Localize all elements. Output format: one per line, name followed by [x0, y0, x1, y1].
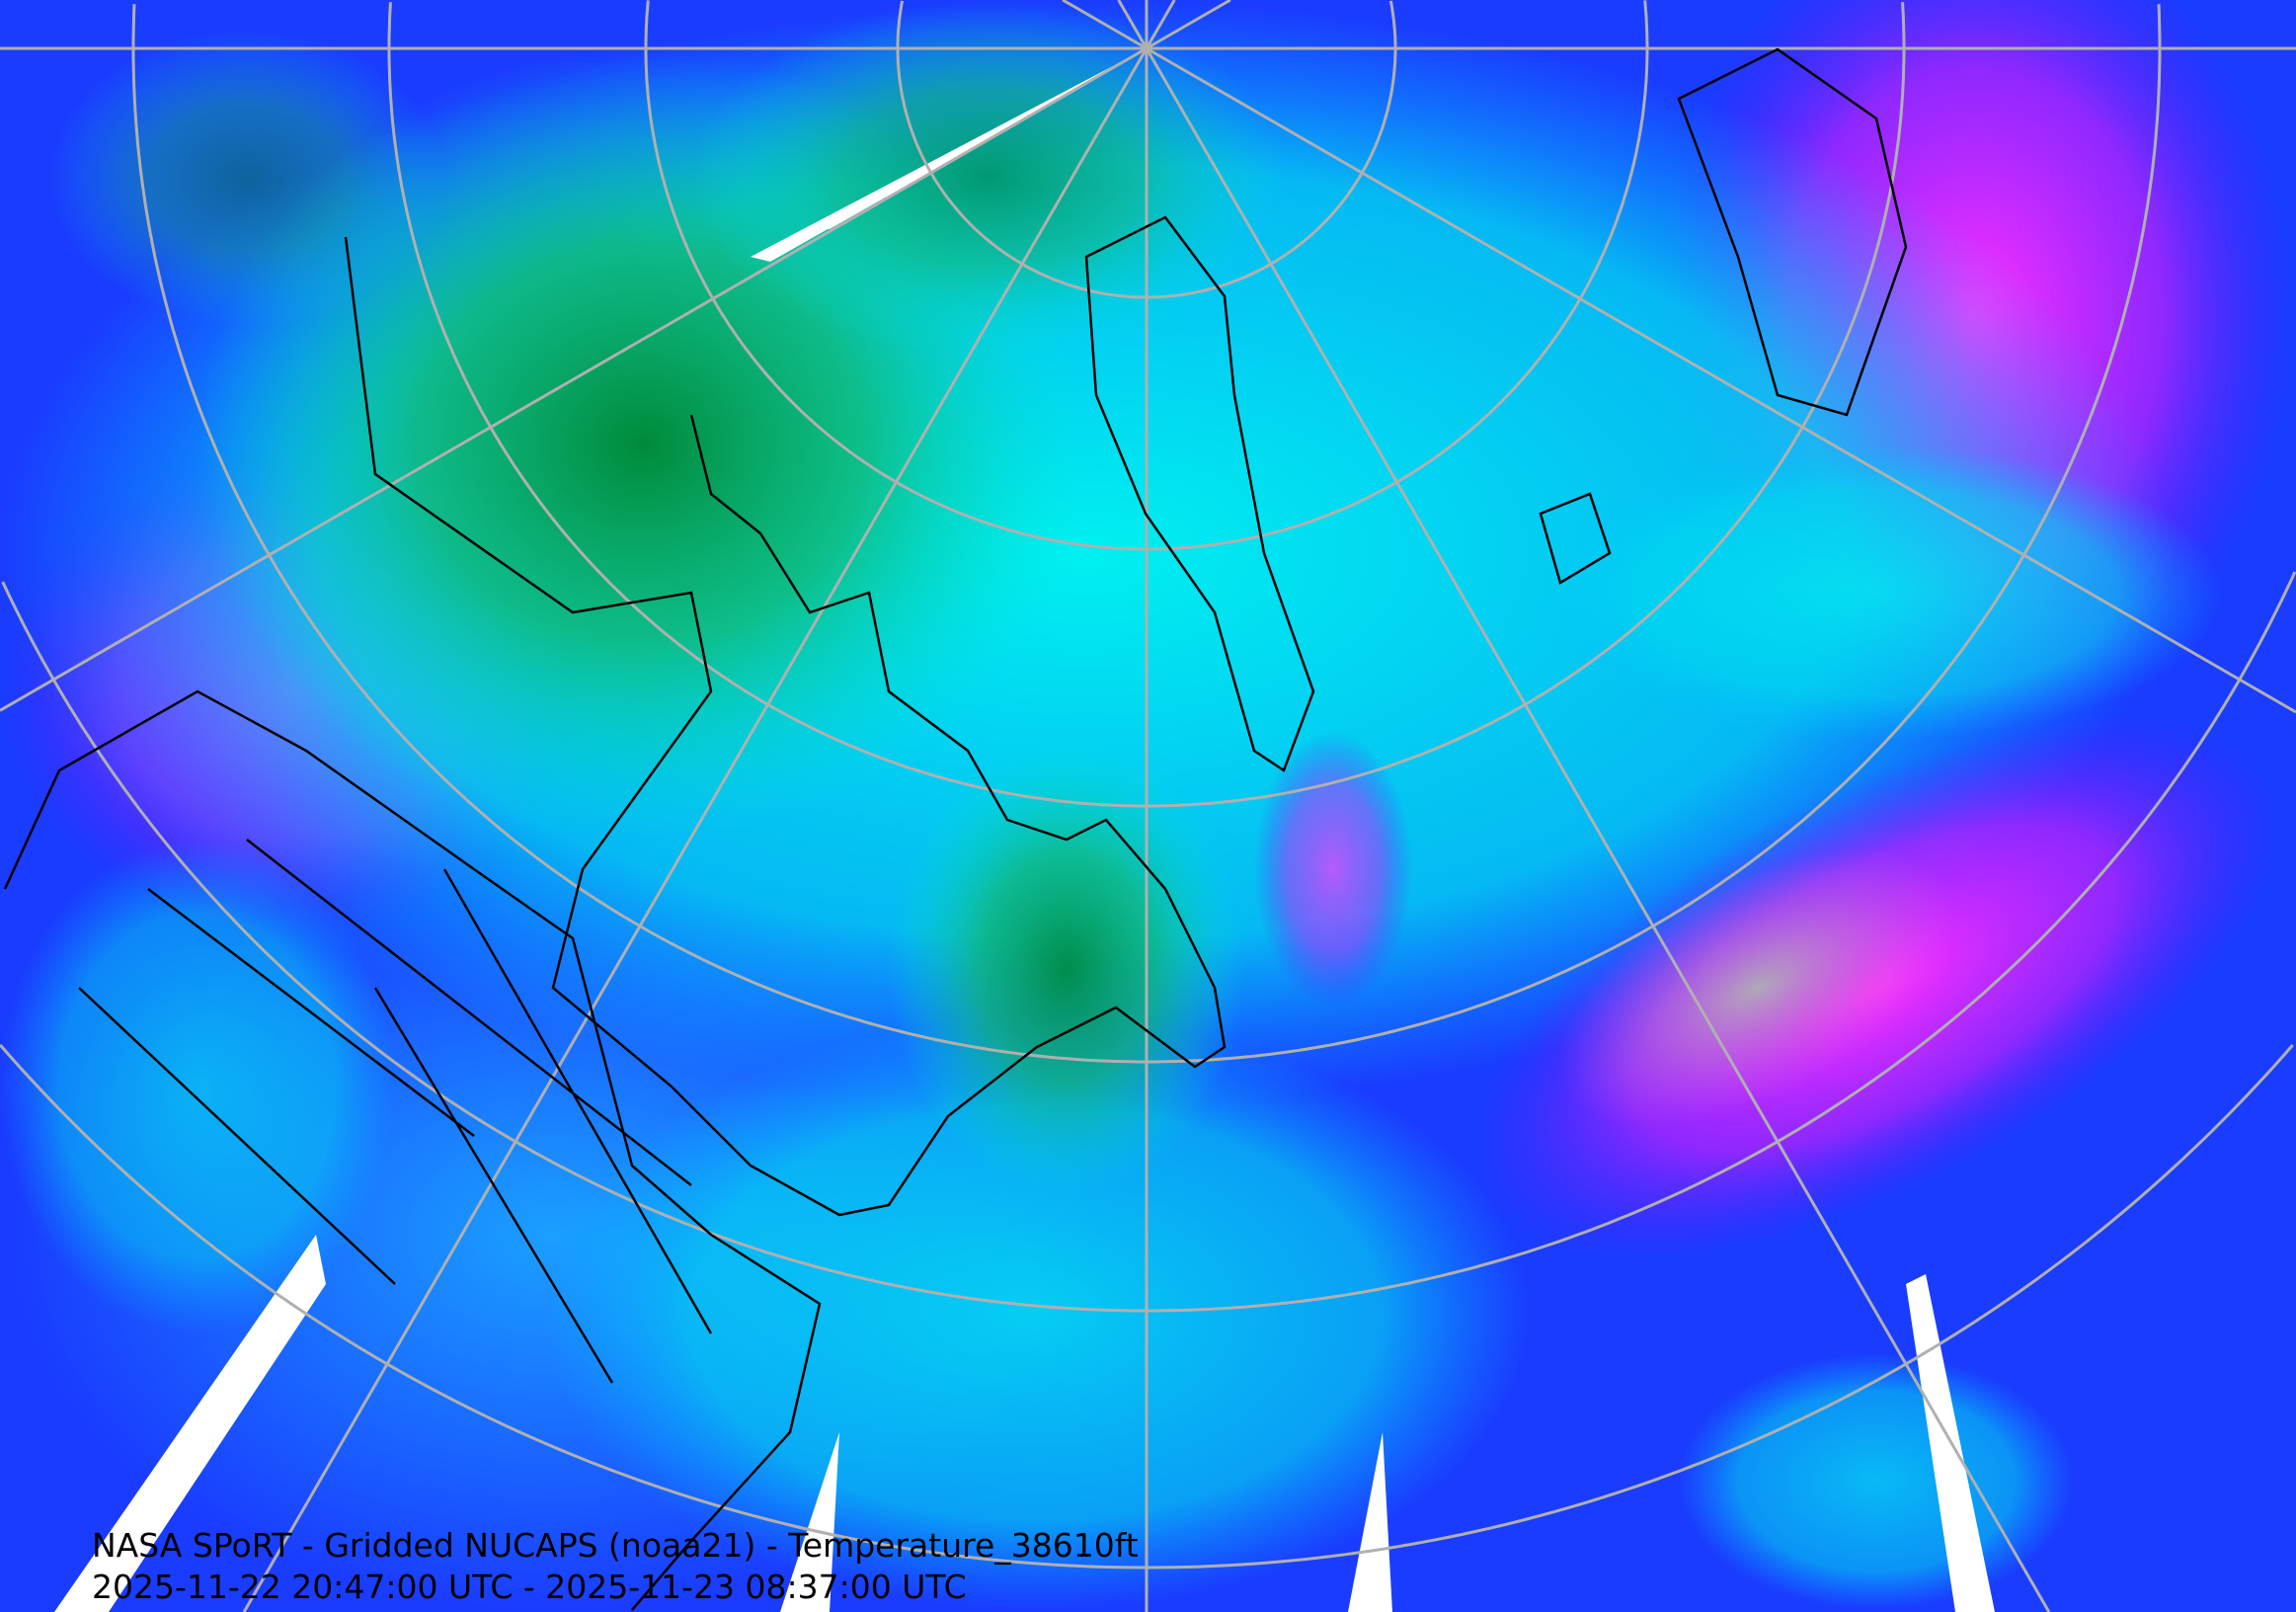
map-time-range: 2025-11-22 20:47:00 UTC - 2025-11-23 08:… [92, 1568, 967, 1606]
coastlines [3, 47, 1908, 1611]
meridian-line [1062, 0, 1148, 50]
latitude-circle [644, 0, 1649, 551]
meridian-line [1145, 47, 2051, 1612]
latitude-circle [387, 2, 1906, 808]
latitude-circle [131, 4, 2162, 1064]
meridian-line [242, 47, 1148, 1612]
meridian-line [0, 46, 1148, 712]
meridian-line [1146, 46, 2296, 714]
meridian-line [1146, 0, 1231, 50]
map-title: NASA SPoRT - Gridded NUCAPS (noaa21) - T… [92, 1526, 1139, 1565]
meridian-line [1145, 0, 1176, 49]
meridian-line [1117, 0, 1148, 49]
latitude-circle [1, 571, 2296, 1313]
latitude-circle [896, 0, 1397, 299]
